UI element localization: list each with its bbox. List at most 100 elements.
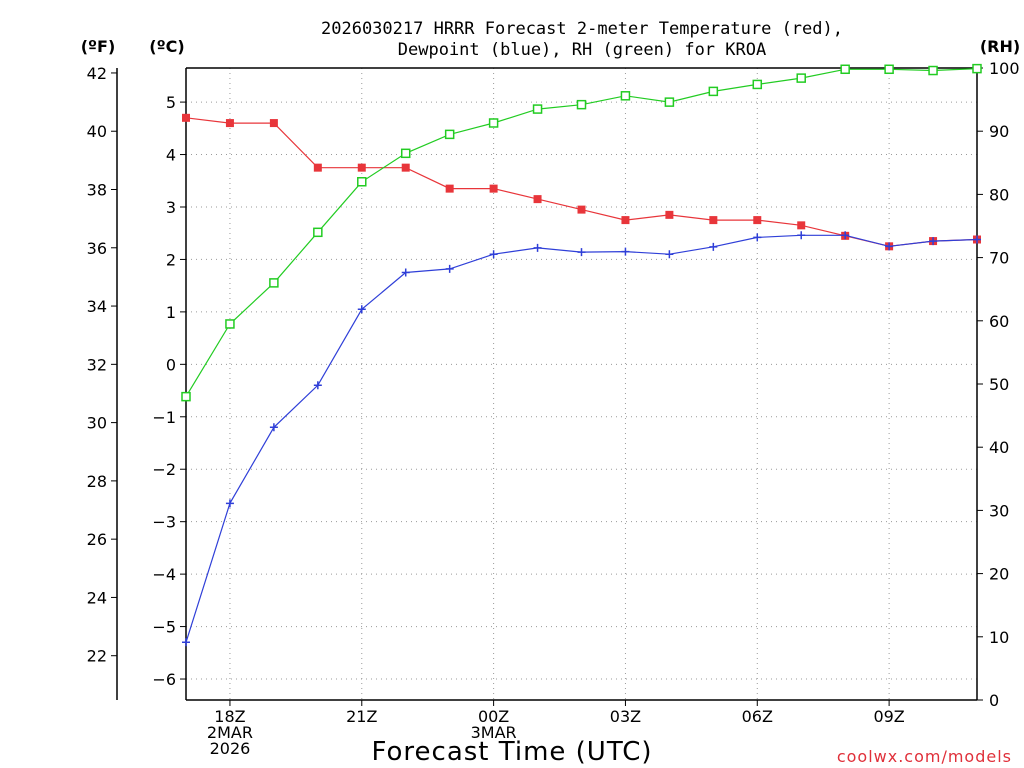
temperature-point [533,195,542,204]
rh-tick-label: 30 [989,501,1009,520]
dewpoint-line [185,234,978,643]
x-tick-label: 2026 [210,739,251,758]
dewpoint-point [753,233,762,242]
dewpoint-point [973,235,981,244]
rh-point [796,73,806,83]
rh-point [664,97,675,107]
dewpoint-point [797,231,806,240]
temperature-point [357,163,366,172]
rh-point [708,86,719,97]
fahrenheit-tick-label: 28 [87,472,107,491]
axes: −6−5−4−3−2−10123452224262830323436384042… [87,59,1020,758]
x-tick-label: 3MAR [471,723,517,742]
dewpoint-point [489,250,498,259]
rh-point [840,64,850,75]
temperature-point [269,119,278,128]
rh-unit-label: (RH) [980,37,1020,56]
dewpoint-point [577,248,586,257]
rh-point [972,63,982,74]
rh-point [400,148,411,159]
rh-point [488,118,499,128]
chart-title-line1: 2026030217 HRRR Forecast 2-meter Tempera… [321,19,843,39]
temperature-point [445,184,454,193]
x-tick-label: 09Z [873,707,904,726]
series-dewpoint [182,231,981,647]
fahrenheit-tick-label: 36 [87,239,107,258]
dewpoint-point [709,242,718,251]
dewpoint-point [313,381,322,390]
dewpoint-point [533,243,542,252]
rh-tick-label: 40 [989,438,1009,457]
dewpoint-point [401,268,410,277]
temperature-point [401,163,410,172]
fahrenheit-tick-label: 32 [87,355,107,374]
fahrenheit-tick-label: 26 [87,530,107,549]
rh-point [532,104,543,114]
dewpoint-point [182,638,190,647]
rh-tick-label: 20 [989,565,1009,584]
celsius-tick-label: −1 [152,408,176,427]
rh-point [225,319,235,329]
celsius-tick-label: 1 [166,303,176,322]
rh-tick-label: 50 [989,375,1009,394]
temperature-point [797,221,806,230]
rh-point [357,177,367,187]
fahrenheit-tick-label: 34 [87,297,107,316]
rh-line [185,68,978,397]
celsius-tick-label: −4 [152,565,176,584]
rh-point [181,391,191,402]
celsius-tick-label: −3 [152,513,176,532]
fahrenheit-tick-label: 22 [87,647,107,666]
fahrenheit-tick-label: 24 [87,588,107,607]
dewpoint-point [225,499,234,508]
grid-lines [186,68,977,700]
x-tick-label: 03Z [610,707,641,726]
celsius-tick-label: 2 [166,250,176,269]
x-tick-label: 2MAR [207,723,253,742]
series-temperature [182,113,981,251]
rh-point [620,91,631,101]
celsius-tick-label: −6 [152,670,176,689]
dewpoint-point [269,423,278,432]
series-rh [181,63,982,402]
rh-point [752,79,763,90]
rh-tick-label: 100 [989,59,1020,78]
rh-tick-label: 70 [989,249,1009,268]
celsius-tick-label: 4 [166,146,176,165]
celsius-tick-label: 0 [166,355,176,374]
rh-point [269,278,279,288]
celsius-tick-label: −5 [152,618,176,637]
x-axis-label: Forecast Time (UTC) [371,737,652,767]
data-series [181,63,982,647]
celsius-unit-label: (ºC) [149,37,184,56]
temperature-point [709,216,718,225]
temperature-point [313,163,322,172]
rh-point [928,65,938,76]
rh-tick-label: 80 [989,185,1009,204]
temperature-point [182,113,190,122]
chart-title-line2: Dewpoint (blue), RH (green) for KROA [398,40,766,60]
temperature-point [577,205,586,214]
temperature-point [489,184,498,193]
temperature-line [185,117,978,247]
fahrenheit-tick-label: 38 [87,181,107,200]
rh-point [444,129,455,140]
credit-text: coolwx.com/models [837,747,1012,766]
dewpoint-point [445,264,454,273]
x-tick-label: 18Z [214,707,245,726]
temperature-point [665,210,674,219]
dewpoint-point [929,237,938,246]
dewpoint-point [357,305,366,314]
temperature-point [621,216,630,225]
fahrenheit-tick-label: 30 [87,414,107,433]
x-tick-label: 06Z [742,707,773,726]
dewpoint-point [665,250,674,259]
x-tick-label: 00Z [478,707,509,726]
temperature-point [753,216,762,225]
celsius-tick-label: 5 [166,93,176,112]
temperature-point [225,119,234,128]
dewpoint-point [885,242,894,251]
celsius-tick-label: −2 [152,460,176,479]
rh-tick-label: 90 [989,122,1009,141]
